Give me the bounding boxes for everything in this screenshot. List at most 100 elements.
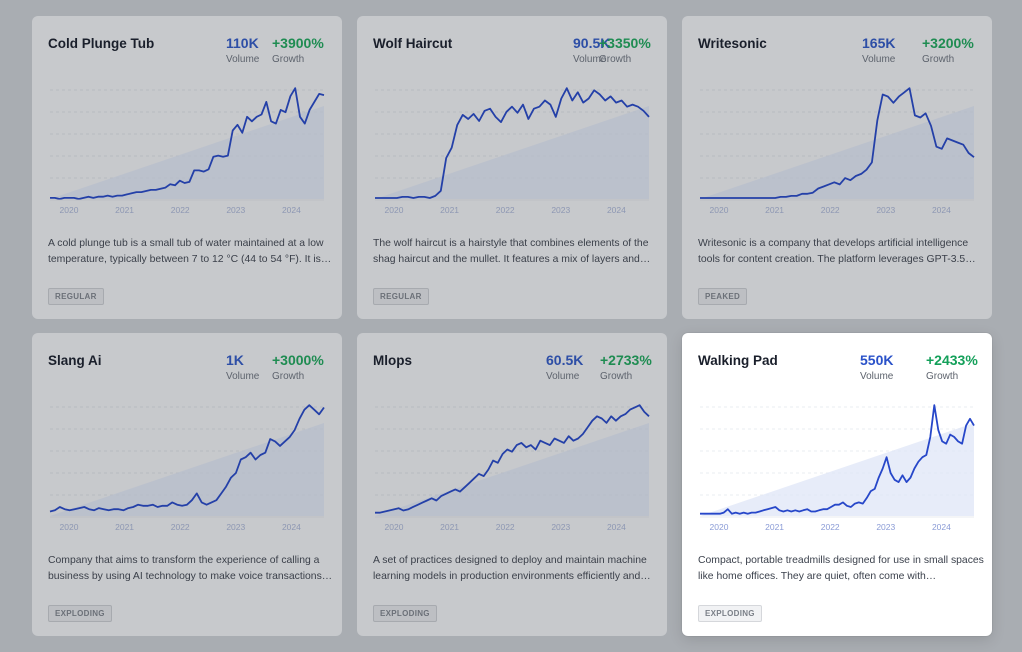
trend-area (375, 423, 649, 516)
trend-title: Mlops (373, 353, 412, 368)
volume-value: 90.5K (573, 35, 611, 51)
trend-card[interactable]: Cold Plunge Tub 110K Volume +3900% Growth 202… (32, 16, 342, 319)
trend-card[interactable]: Wolf Haircut 90.5K Volume +3350% Growth 2020 2… (357, 16, 667, 319)
trend-chart-svg: 2020 2021 2022 2023 2024 (375, 87, 650, 215)
trend-chart[interactable]: 2020 2021 2022 2023 2024 (373, 78, 651, 215)
volume-label: Volume (546, 371, 580, 382)
x-tick-label: 2021 (765, 205, 784, 215)
growth-label: Growth (922, 54, 955, 65)
trend-area (50, 423, 324, 516)
growth-label: Growth (272, 371, 305, 382)
x-tick-label: 2023 (226, 522, 245, 532)
growth-stat: +3350% Growth (599, 35, 651, 66)
trend-chart-svg: 2020 2021 2022 2023 2024 (50, 87, 325, 215)
trend-area (50, 106, 324, 199)
x-tick-label: 2022 (496, 522, 515, 532)
trend-line (49, 404, 325, 513)
trend-chart[interactable]: 2020 2021 2022 2023 2024 (698, 395, 976, 532)
growth-value: +3900% (272, 35, 324, 51)
growth-stat: +3000% Growth (272, 352, 324, 383)
trend-description: Writesonic is a company that develops ar… (698, 238, 976, 265)
trend-description: Company that aims to transform the exper… (48, 555, 333, 582)
trend-description: A cold plunge tub is a small tub of wate… (48, 238, 332, 265)
trend-title: Wolf Haircut (373, 36, 453, 51)
trend-chart[interactable]: 2020 2021 2022 2023 2024 (698, 78, 976, 215)
status-badge: EXPLODING (48, 605, 112, 622)
growth-stat: +2433% Growth (926, 352, 978, 383)
x-tick-label: 2023 (876, 205, 895, 215)
volume-stat: 60.5K Volume (546, 352, 583, 383)
x-tick-label: 2021 (115, 205, 134, 215)
trend-line (700, 87, 975, 199)
x-tick-label: 2021 (765, 522, 784, 532)
x-tick-label: 2021 (440, 205, 459, 215)
trend-card[interactable]: Mlops 60.5K Volume +2733% Growth 2020 2021 2022… (357, 333, 667, 636)
trend-title: Cold Plunge Tub (48, 36, 155, 51)
trend-card[interactable]: Writesonic 165K Volume +3200% Growth 2020 2021… (682, 16, 992, 319)
trend-area (700, 106, 974, 199)
volume-stat: 90.5K Volume (573, 35, 610, 66)
trend-card[interactable]: Slang Ai 1K Volume +3000% Growth 2020 2021 2022… (32, 333, 342, 636)
status-badge: PEAKED (698, 288, 748, 305)
trend-chart[interactable]: 2020 2021 2022 2023 2024 (48, 395, 326, 532)
x-tick-label: 2024 (607, 522, 626, 532)
x-tick-label: 2024 (282, 205, 301, 215)
trend-title: Walking Pad (698, 353, 778, 368)
status-badge: EXPLODING (373, 605, 437, 622)
growth-label: Growth (600, 371, 633, 382)
x-tick-label: 2020 (710, 205, 729, 215)
x-tick-label: 2022 (171, 522, 190, 532)
growth-value: +3350% (599, 35, 651, 51)
x-tick-label: 2022 (496, 205, 515, 215)
volume-label: Volume (226, 54, 260, 65)
growth-label: Growth (926, 371, 959, 382)
x-tick-label: 2022 (821, 522, 840, 532)
x-tick-label: 2020 (60, 522, 79, 532)
x-tick-label: 2024 (282, 522, 301, 532)
trend-description: The wolf haircut is a hairstyle that com… (373, 238, 651, 265)
x-tick-label: 2021 (440, 522, 459, 532)
volume-value: 1K (226, 352, 244, 368)
volume-stat: 110K Volume (226, 35, 259, 66)
growth-value: +2733% (600, 352, 652, 368)
x-tick-label: 2020 (60, 205, 79, 215)
status-badge: REGULAR (48, 288, 104, 305)
volume-label: Volume (860, 371, 894, 382)
x-tick-label: 2024 (607, 205, 626, 215)
x-tick-label: 2020 (385, 522, 404, 532)
x-tick-label: 2024 (932, 522, 951, 532)
trend-line (50, 87, 325, 200)
trend-line (700, 404, 975, 515)
trend-chart-svg: 2020 2021 2022 2023 2024 (700, 404, 975, 532)
trend-description: Compact, portable treadmills designed fo… (698, 555, 984, 582)
growth-value: +2433% (926, 352, 978, 368)
growth-stat: +3900% Growth (272, 35, 324, 66)
x-tick-label: 2020 (385, 205, 404, 215)
trend-chart[interactable]: 2020 2021 2022 2023 2024 (373, 395, 651, 532)
x-tick-label: 2022 (171, 205, 190, 215)
volume-value: 550K (860, 352, 894, 368)
growth-stat: +3200% Growth (922, 35, 974, 66)
volume-stat: 165K Volume (862, 35, 895, 66)
trend-chart-svg: 2020 2021 2022 2023 2024 (375, 404, 650, 532)
growth-value: +3000% (272, 352, 324, 368)
trend-chart[interactable]: 2020 2021 2022 2023 2024 (48, 78, 326, 215)
trend-title: Writesonic (698, 36, 767, 51)
status-badge: REGULAR (373, 288, 429, 305)
x-tick-label: 2023 (876, 522, 895, 532)
trend-chart-svg: 2020 2021 2022 2023 2024 (700, 87, 975, 215)
status-badge: EXPLODING (698, 605, 762, 622)
trend-area (700, 423, 974, 516)
x-tick-label: 2023 (226, 205, 245, 215)
volume-label: Volume (226, 371, 260, 382)
volume-value: 60.5K (546, 352, 584, 368)
trend-card[interactable]: Walking Pad 550K Volume +2433% Growth 2020 202… (682, 333, 992, 636)
trend-description: A set of practices designed to deploy an… (373, 555, 651, 582)
trend-line (375, 87, 650, 199)
x-tick-label: 2023 (551, 205, 570, 215)
volume-label: Volume (862, 54, 896, 65)
volume-stat: 550K Volume (860, 352, 893, 383)
growth-label: Growth (599, 54, 632, 65)
trend-title: Slang Ai (48, 353, 102, 368)
